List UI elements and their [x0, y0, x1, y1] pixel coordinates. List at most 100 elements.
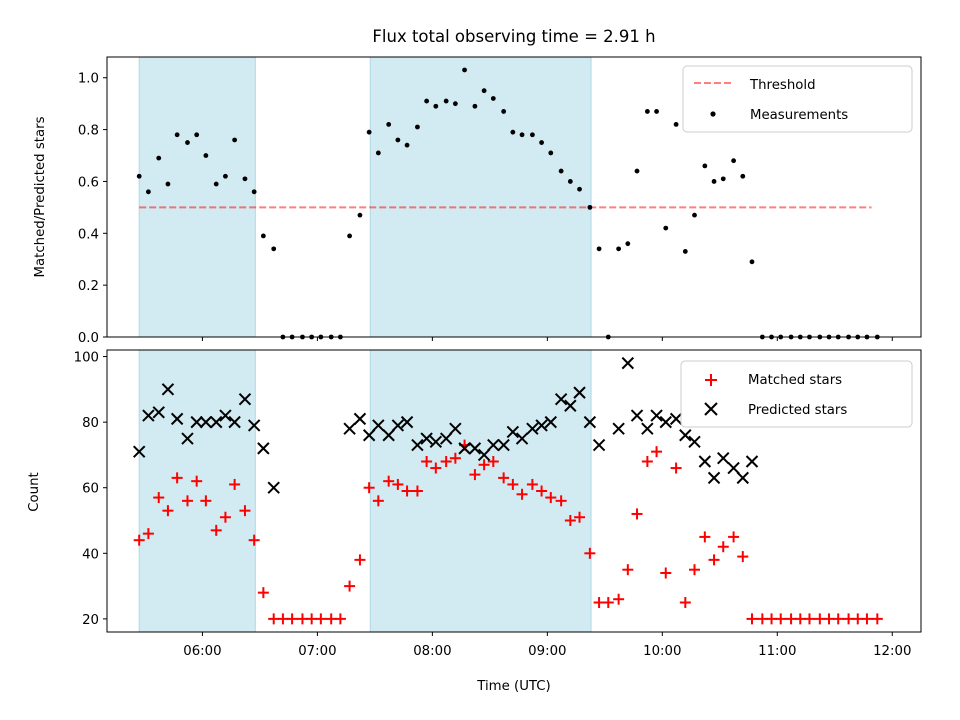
measurement-point-54	[644, 109, 650, 114]
measurements-legend-label: Measurements	[750, 108, 848, 123]
top-y-tick-label: 0.0	[78, 331, 99, 346]
predicted-star-point-21	[391, 419, 405, 432]
predicted-star-point-5	[170, 412, 184, 426]
matched-star-point-72	[814, 613, 826, 625]
top-legend: Threshold Measurements	[682, 65, 913, 133]
matched-star-point-18	[296, 613, 308, 625]
shaded-span-1	[138, 56, 256, 338]
predicted-star-point-30	[477, 448, 491, 462]
matched-star-point-58	[679, 596, 691, 608]
matched-star-point-16	[277, 613, 289, 625]
matched-star-point-57	[670, 462, 682, 474]
matched-star-point-67	[766, 613, 778, 625]
top-y-axis-label: Matched/Predicted stars	[33, 116, 48, 277]
predicted-star-point-54	[717, 452, 730, 465]
matched-star-point-42	[526, 478, 538, 490]
measurement-point-59	[692, 212, 697, 218]
matched-star-point-12	[239, 505, 251, 517]
measurement-point-65	[749, 259, 755, 265]
matched-star-point-22	[334, 613, 346, 625]
measurement-point-29	[404, 142, 410, 148]
measurement-point-64	[740, 173, 746, 179]
predicted-star-point-18	[362, 429, 376, 442]
bottom-y-axis-label: Count	[27, 472, 42, 512]
matched-star-point-37	[478, 459, 490, 471]
measurement-point-23	[347, 233, 352, 239]
matched-star-point-46	[564, 515, 576, 527]
matched-star-point-64	[737, 551, 749, 563]
measurement-point-30	[415, 124, 420, 130]
matched-star-point-25	[363, 482, 375, 494]
matched-star-point-36	[469, 469, 481, 481]
predicted-star-point-17	[353, 412, 367, 426]
matched-star-point-43	[536, 485, 548, 497]
x-tick-label: 08:00	[413, 644, 451, 659]
measurement-point-6	[185, 140, 190, 145]
top-y-axis: 0.0 0.2 0.4 0.6 0.8 1.0	[78, 72, 107, 346]
predicted-star-point-3	[152, 406, 165, 419]
bottom-y-tick-label: 80	[82, 416, 99, 431]
predicted-star-point-55	[727, 461, 740, 475]
top-panel: 0.0 0.2 0.4 0.6 0.8 1.0 Matched/Predicted sta…	[33, 56, 922, 346]
measurement-point-2	[145, 189, 151, 195]
top-y-tick-label: 0.2	[78, 279, 99, 294]
measurement-point-1	[136, 173, 142, 179]
measurement-point-28	[395, 137, 401, 143]
predicted-star-point-32	[497, 438, 510, 452]
matched-star-point-15	[268, 613, 280, 625]
measurement-point-43	[539, 140, 544, 145]
matched-star-point-17	[286, 613, 298, 625]
measurement-point-5	[174, 132, 180, 138]
measurement-point-61	[711, 179, 717, 184]
matched-legend-marker	[705, 374, 717, 386]
predicted-star-point-25	[429, 435, 443, 449]
bottom-y-axis: 20 40 60 80 100	[74, 351, 107, 628]
predicted-star-point-28	[458, 442, 471, 455]
predicted-star-point-10	[219, 409, 232, 422]
top-shaded-spans	[138, 56, 592, 338]
measurement-point-4	[165, 181, 171, 187]
matched-star-point-30	[411, 485, 423, 497]
measurement-point-45	[558, 168, 564, 174]
predicted-legend-marker	[704, 402, 718, 416]
measurement-point-25	[366, 129, 372, 135]
measurement-point-44	[548, 150, 554, 156]
predicted-star-point-22	[400, 415, 414, 429]
measurement-point-62	[720, 176, 726, 182]
measurement-point-8	[203, 153, 209, 158]
matched-star-point-31	[421, 455, 433, 467]
matched-star-point-6	[181, 495, 193, 507]
predicted-legend-label: Predicted stars	[748, 403, 847, 418]
matched-star-point-49	[593, 596, 605, 608]
predicted-star-point-4	[161, 383, 175, 396]
measurement-point-56	[663, 225, 669, 231]
measurement-point-31	[424, 98, 430, 104]
matched-star-point-71	[803, 613, 815, 625]
predicted-star-point-2	[142, 409, 155, 422]
predicted-star-point-50	[679, 429, 692, 442]
x-tick-label: 11:00	[758, 644, 796, 659]
predicted-star-point-52	[698, 455, 712, 468]
measurement-point-42	[529, 132, 535, 138]
measurement-point-47	[577, 186, 582, 192]
matched-star-point-53	[631, 508, 643, 520]
matched-star-point-23	[344, 580, 356, 592]
predicted-star-point-41	[583, 415, 597, 429]
predicted-star-point-56	[736, 471, 750, 485]
matched-star-point-78	[871, 613, 883, 625]
measurement-point-27	[386, 122, 392, 127]
predicted-star-point-29	[468, 442, 482, 455]
predicted-star-point-34	[515, 432, 529, 445]
matched-star-point-5	[171, 472, 183, 484]
bottom-y-tick-label: 100	[74, 351, 99, 366]
measurement-point-10	[223, 173, 228, 179]
matched-star-point-76	[852, 613, 864, 625]
predicted-star-point-15	[267, 481, 280, 494]
matched-star-point-20	[315, 613, 327, 625]
predicted-star-point-40	[573, 386, 586, 399]
threshold-legend-label: Threshold	[749, 78, 816, 93]
predicted-star-point-24	[420, 432, 433, 445]
measurement-point-60	[702, 163, 708, 169]
measurement-point-55	[654, 109, 659, 114]
